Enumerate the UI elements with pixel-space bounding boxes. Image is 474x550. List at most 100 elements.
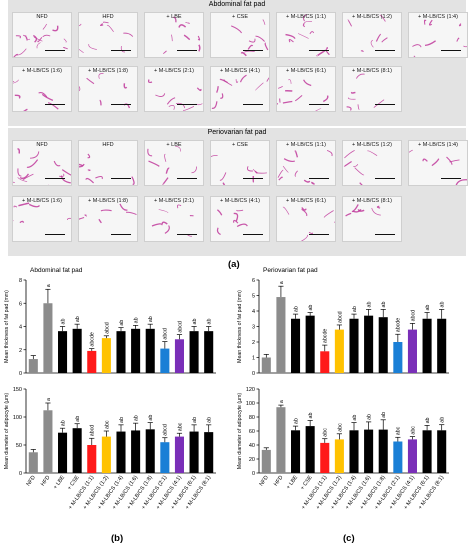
histology-tile: + CSE: [210, 140, 270, 186]
periovarian-panel-title: Periovarian fat pad: [207, 129, 267, 136]
significance-label: ab: [75, 416, 81, 422]
scale-bar: [441, 49, 461, 51]
significance-label: ab: [308, 413, 314, 419]
y-tick-label: 1: [252, 356, 255, 362]
bar: [261, 449, 271, 473]
bar: [437, 430, 447, 473]
tile-label: + M-LB/CS (2:1): [154, 68, 194, 74]
bar: [276, 407, 286, 473]
bar: [145, 328, 155, 373]
significance-label: ab: [293, 418, 299, 424]
scale-bar: [45, 49, 65, 51]
scale-bar: [375, 233, 395, 235]
bar: [407, 439, 417, 473]
bar: [334, 439, 344, 473]
scale-bar: [375, 177, 395, 179]
tile-label: + M-LB/CS (4:1): [220, 198, 260, 204]
scale-bar: [45, 177, 65, 179]
y-tick-label: 4: [19, 325, 22, 331]
significance-label: ab: [60, 420, 66, 426]
bar: [334, 329, 344, 373]
significance-label: ab: [425, 305, 431, 311]
bar: [378, 317, 388, 373]
bar: [87, 350, 97, 373]
scale-bar: [309, 49, 329, 51]
significance-label: ab: [207, 319, 213, 325]
scale-bar: [243, 177, 263, 179]
histology-tile: + M-LB/CS (1:8): [78, 196, 138, 242]
abdominal-image-panel: Abdominal fat pad NFD HFD + LBE + CSE + M-LB…: [8, 0, 468, 126]
scale-bar: [45, 233, 65, 235]
bar: [131, 430, 141, 473]
significance-label: abcde: [323, 329, 329, 343]
periovarian-thickness-chart: Periovarian fat pad Mean thickness of fat…: [237, 267, 449, 377]
histology-tile: + M-LB/CS (4:1): [210, 196, 270, 242]
significance-label: abc: [104, 420, 110, 429]
significance-label: ab: [119, 320, 125, 326]
y-tick-label: 0: [252, 371, 255, 377]
x-tick-label: HFD: [273, 475, 284, 488]
bar: [28, 452, 38, 473]
scale-bar: [375, 103, 395, 105]
tile-label: + M-LB/CS (1:6): [22, 198, 62, 204]
bar: [261, 357, 271, 373]
y-axis-label: Mean diameter of adipocyte (μm): [4, 393, 10, 469]
significance-label: ab: [134, 415, 140, 421]
significance-label: ab: [148, 316, 154, 322]
histology-tile: + M-LB/CS (1:4): [408, 140, 468, 186]
scale-bar: [177, 177, 197, 179]
bar: [364, 429, 374, 473]
y-tick-label: 120: [246, 387, 255, 393]
bar: [305, 315, 315, 373]
histology-tile: + M-LB/CS (1:2): [342, 12, 402, 58]
bar: [116, 331, 126, 373]
periovarian-image-panel: Periovarian fat pad NFD HFD + LBE + CSE + M-…: [8, 128, 468, 256]
bar: [101, 436, 111, 473]
bar: [131, 328, 141, 373]
y-axis-label: Mean thickness of fat pad (mm): [237, 290, 243, 363]
bar: [43, 303, 53, 373]
x-tick-label: + LBE: [286, 474, 300, 490]
histology-tile: + M-LB/CS (1:1): [276, 12, 336, 58]
significance-label: abcd: [104, 322, 110, 334]
y-tick-label: 100: [246, 401, 255, 407]
bar: [291, 430, 301, 473]
significance-label: ab: [381, 412, 387, 418]
bar: [422, 318, 432, 373]
y-tick-label: 0: [19, 371, 22, 377]
y-tick-label: 3: [252, 325, 255, 331]
y-tick-label: 100: [13, 415, 22, 421]
tile-label: NFD: [36, 14, 48, 20]
y-tick-label: 0: [252, 471, 255, 477]
scale-bar: [441, 177, 461, 179]
tile-label: + M-LB/CS (2:1): [154, 198, 194, 204]
x-tick-label: HFD: [40, 475, 51, 488]
y-tick-label: 6: [19, 301, 22, 307]
significance-label: a: [279, 281, 285, 284]
y-axis-label: Mean thickness of fat pad (mm): [4, 290, 10, 363]
bar: [291, 318, 301, 373]
figure-label-b: (b): [111, 533, 124, 544]
histology-tile: + LBE: [144, 12, 204, 58]
bar: [72, 428, 82, 473]
significance-label: abcd: [163, 424, 169, 436]
bar: [276, 297, 286, 373]
significance-label: ab: [367, 302, 373, 308]
scale-bar: [111, 49, 131, 51]
significance-label: ab: [207, 417, 213, 423]
bar: [364, 315, 374, 373]
histology-tile: + M-LB/CS (4:1): [210, 66, 270, 112]
histology-tile: + M-LB/CS (1:6): [12, 66, 72, 112]
bar: [437, 318, 447, 373]
significance-label: ab: [119, 417, 125, 423]
significance-label: ab: [293, 306, 299, 312]
bar: [189, 331, 199, 373]
significance-label: abc: [323, 428, 329, 437]
histology-tile: NFD: [12, 140, 72, 186]
bar: [422, 430, 432, 473]
scale-bar: [243, 49, 263, 51]
tile-label: + M-LB/CS (1:6): [22, 68, 62, 74]
histology-tile: + LBE: [144, 140, 204, 186]
significance-label: ab: [440, 302, 446, 308]
bar: [378, 429, 388, 473]
